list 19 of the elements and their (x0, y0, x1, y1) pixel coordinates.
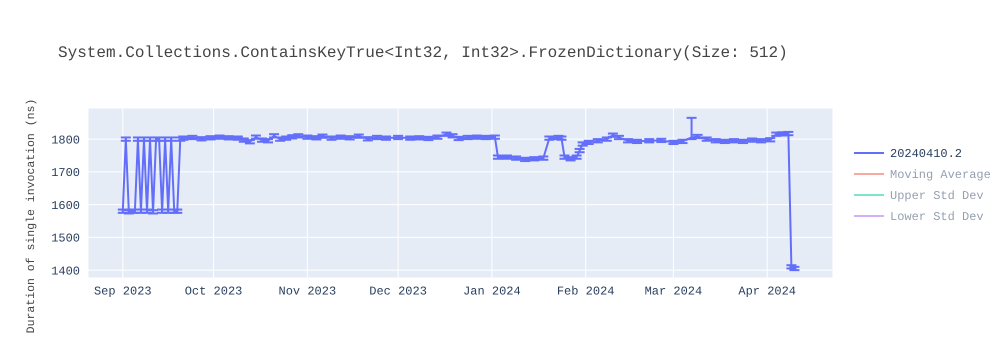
x-tick-label: Apr 2024 (738, 284, 796, 299)
legend-label: Moving Average (890, 168, 991, 182)
y-tick-label: 1400 (51, 264, 80, 278)
x-tick-label: Mar 2024 (644, 284, 702, 299)
x-tick-label: Nov 2023 (278, 284, 336, 299)
y-tick-label: 1600 (51, 198, 80, 213)
x-tick-label: Oct 2023 (184, 284, 242, 299)
legend-label: Upper Std Dev (890, 189, 984, 203)
y-tick-label: 1800 (51, 133, 80, 148)
chart-title: System.Collections.ContainsKeyTrue<Int32, Int32>.FrozenDictionary(Size: 512) (58, 44, 788, 62)
y-tick-label: 1500 (51, 232, 80, 246)
y-axis-title: Duration of single invocation (ns) (25, 98, 38, 334)
x-tick-label: Jan 2024 (463, 284, 521, 299)
y-tick-label: 1700 (51, 166, 80, 180)
legend-label: 20240410.2 (890, 147, 962, 161)
x-tick-label: Dec 2023 (369, 284, 427, 299)
x-tick-label: Sep 2023 (94, 284, 152, 299)
legend-label: Lower Std Dev (890, 210, 984, 224)
x-tick-label: Feb 2024 (556, 284, 614, 299)
